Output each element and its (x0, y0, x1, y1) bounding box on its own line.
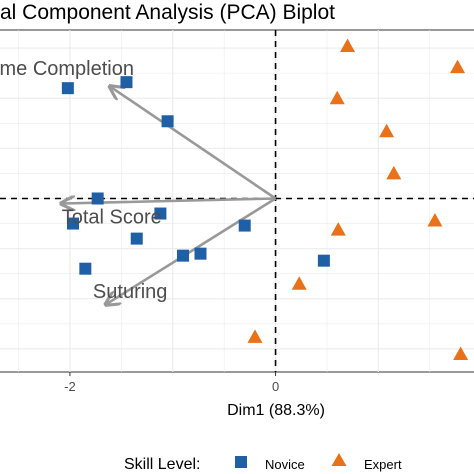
expert-point (386, 165, 402, 180)
variable-label: Suturing (93, 281, 168, 303)
novice-point (161, 115, 174, 128)
plot-panel (0, 29, 474, 373)
expert-point (247, 329, 263, 343)
legend-novice-label: Novice (265, 457, 305, 472)
variable-label: Total Score (62, 207, 162, 229)
expert-point (330, 222, 346, 236)
novice-point (67, 217, 80, 230)
expert-point (340, 38, 356, 53)
x-axis-ticks: -2 0 (64, 372, 279, 394)
expert-point (291, 276, 307, 290)
novice-point (238, 219, 251, 232)
novice-point (61, 82, 74, 95)
novice-point (194, 247, 207, 260)
novice-point (130, 232, 143, 245)
expert-point (379, 123, 395, 138)
data-points (61, 38, 469, 360)
x-axis-label: Dim1 (88.3%) (227, 402, 325, 419)
reference-lines (0, 30, 474, 372)
expert-point (450, 59, 466, 74)
variable-arrow (107, 197, 277, 303)
novice-point (120, 76, 133, 89)
legend-novice-marker (235, 456, 247, 468)
chart-title: al Component Analysis (PCA) Biplot (0, 1, 335, 24)
x-tick-label: 0 (272, 379, 279, 394)
novice-point (79, 262, 92, 275)
novice-point (91, 192, 104, 205)
legend-expert-label: Expert (364, 457, 402, 472)
legend-title: Skill Level: (124, 456, 200, 473)
expert-point (329, 90, 345, 105)
variable-arrow (111, 87, 277, 200)
novice-point (154, 207, 167, 220)
variable-label: ime Completion (0, 58, 134, 80)
expert-point (453, 346, 469, 360)
expert-point (427, 213, 443, 227)
novice-point (177, 249, 190, 262)
legend-expert-marker (331, 453, 347, 466)
variable-labels: ime Completion Total Score Suturing (0, 58, 167, 303)
x-tick-label: -2 (64, 379, 76, 394)
novice-point (317, 254, 330, 267)
legend: Skill Level: Novice Expert (124, 453, 402, 473)
